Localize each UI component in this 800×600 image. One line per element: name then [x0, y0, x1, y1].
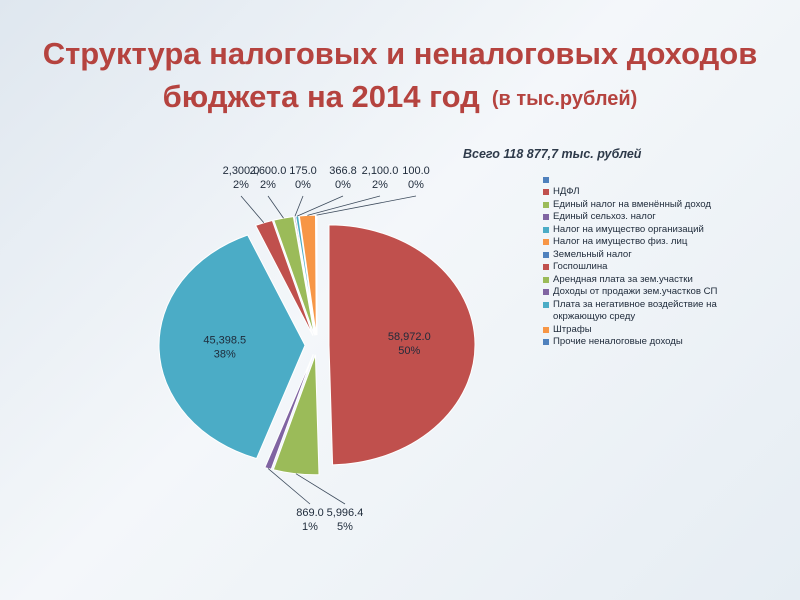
data-labels: 58,972.0 50% 5,996.4 5%869.0 1% 45,398.5 38% 2,…: [203, 165, 430, 533]
leader-lines: [240, 195, 417, 505]
data-label-7: 2,300.0 2%: [223, 165, 260, 191]
leader-line-2: [295, 473, 346, 505]
pie-slice-4: [158, 234, 306, 460]
pie-slices: [158, 214, 476, 476]
legend-label-0: [553, 174, 743, 186]
legend-item-6: Земельный налог: [543, 249, 743, 262]
data-label-9: 175.0 0%: [289, 165, 317, 191]
legend-label-4: Налог на имущество организаций: [553, 223, 704, 235]
legend-swatch-11: [543, 326, 549, 333]
legend-item-4: Налог на имущество организаций: [543, 224, 743, 237]
legend-item-3: Единый сельхоз. налог: [543, 211, 743, 224]
leader-line-10: [296, 195, 344, 217]
legend-swatch-8: [543, 276, 549, 283]
legend-label-12: Прочие неналоговые доходы: [553, 336, 683, 347]
legend-swatch-5: [543, 239, 549, 245]
leader-line-7: [240, 195, 265, 223]
data-label-1: 58,972.0 50%: [388, 331, 431, 357]
legend-swatch-12: [543, 339, 549, 345]
legend-label-1: НДФЛ: [553, 186, 580, 197]
legend-item-0: [543, 174, 743, 186]
legend-swatch-9: [543, 289, 549, 295]
legend-swatch-2: [543, 201, 549, 208]
legend-item-8: Арендная плата за зем.участки: [543, 274, 743, 287]
legend-label-5: Налог на имущество физ. лиц: [553, 236, 688, 247]
pie-slice-2: [272, 354, 320, 476]
legend-item-1: НДФЛ: [543, 186, 743, 199]
legend-label-11: Штрафы: [553, 323, 592, 335]
legend-label-9: Доходы от продажи зем.участков СП: [553, 286, 718, 297]
legend-swatch-10: [543, 301, 549, 308]
legend-swatch-4: [543, 226, 549, 233]
legend-label-7: Госпошлина: [553, 261, 608, 272]
data-label-12: 100.0 0%: [402, 165, 430, 191]
total-label: Всего 118 877,7 тыс. рублей: [463, 147, 642, 161]
legend-label-8: Арендная плата за зем.участки: [553, 273, 693, 285]
pie-slice-1: [328, 224, 476, 466]
legend-item-12: Прочие неналоговые доходы: [543, 336, 743, 349]
leader-line-8: [267, 195, 284, 219]
legend-label-3: Единый сельхоз. налог: [553, 211, 656, 222]
legend-item-5: Налог на имущество физ. лиц: [543, 236, 743, 249]
legend-item-10: Плата за негативное воздействие на окржа…: [543, 299, 743, 324]
legend-item-9: Доходы от продажи зем.участков СП: [543, 286, 743, 299]
pie-slice-7: [254, 219, 314, 336]
leader-line-11: [307, 195, 381, 216]
chart-title: Структура налоговых и неналоговых доходо…: [42, 36, 758, 71]
data-label-10: 366.8 0%: [329, 165, 357, 191]
legend-item-7: Госпошлина: [543, 261, 743, 274]
legend-swatch-3: [543, 214, 549, 220]
legend-swatch-6: [543, 251, 549, 258]
legend-item-2: Единый налог на вменённый доход: [543, 199, 743, 212]
leader-line-3: [267, 468, 311, 505]
data-label-8: 2,600.0 2%: [250, 165, 287, 191]
chart-title-line2: бюджета на 2014 год (в тыс.рублей): [162, 79, 638, 114]
leader-line-9: [294, 195, 304, 217]
leader-line-12: [316, 195, 417, 216]
data-label-11: 2,100.0 2%: [362, 165, 399, 191]
chart-legend: НДФЛ Единый налог на вменённый доход Едины…: [543, 174, 743, 349]
chart-subtitle: (в тыс.рублей): [491, 88, 638, 110]
legend-item-11: Штрафы: [543, 324, 743, 337]
pie-slice-11: [298, 214, 317, 336]
data-label-2: 5,996.4 5%: [327, 507, 364, 533]
data-label-4: 45,398.5 38%: [203, 334, 246, 360]
legend-swatch-1: [543, 189, 549, 195]
legend-label-10: Плата за негативное воздействие на окржа…: [553, 298, 717, 323]
legend-label-6: Земельный налог: [553, 248, 632, 260]
data-label-3: 869.0 1%: [296, 507, 324, 533]
legend-label-2: Единый налог на вменённый доход: [553, 198, 712, 210]
legend-swatch-0: [543, 177, 549, 183]
legend-swatch-7: [543, 264, 549, 270]
